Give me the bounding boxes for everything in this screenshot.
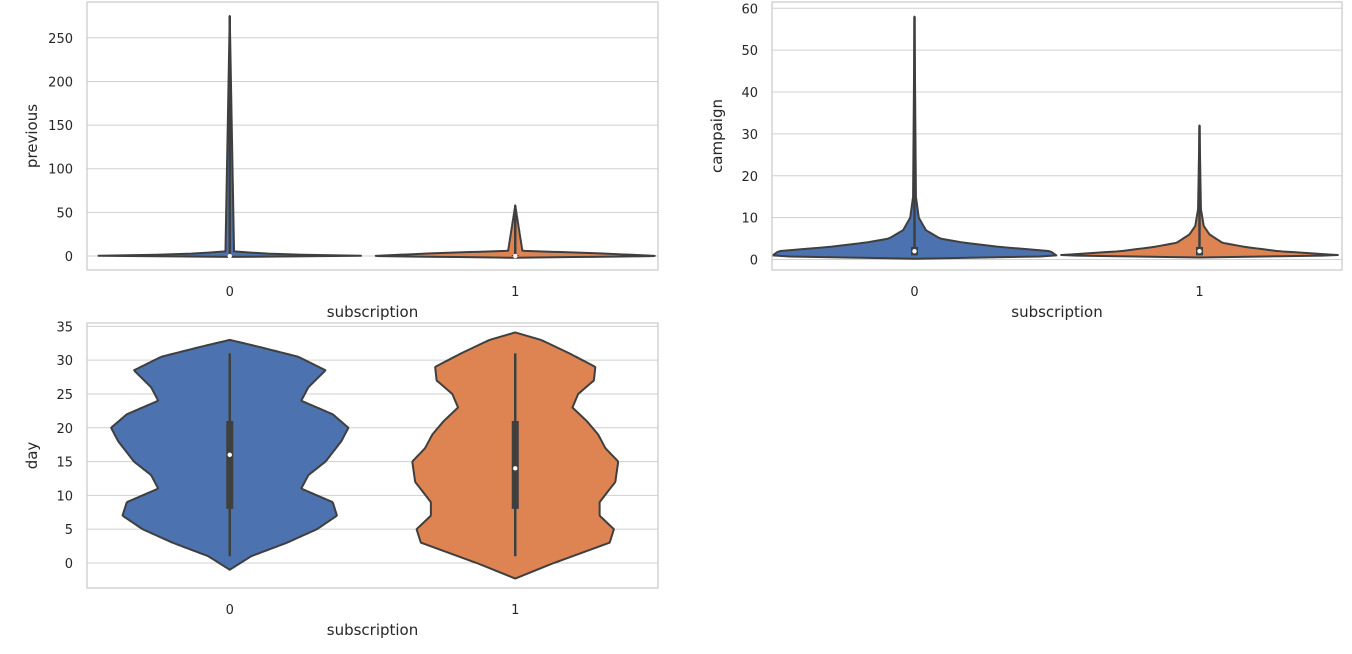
- y-tick-label: 30: [56, 354, 73, 369]
- y-tick-label: 150: [48, 119, 73, 134]
- axes-frame: [86, 1, 659, 271]
- y-axis-label: day: [23, 442, 41, 470]
- y-tick-label: 0: [65, 250, 73, 265]
- y-tick-label: 15: [56, 456, 73, 471]
- violin-median-1: [1197, 248, 1202, 254]
- y-tick-label: 0: [65, 557, 73, 572]
- violin-panel-day: 0 5 10 15 20 25 30 35 0 1 subscription day: [23, 320, 659, 639]
- y-tick-label: 30: [741, 128, 758, 143]
- y-tick-label: 0: [750, 254, 758, 269]
- y-tick-label: 100: [48, 163, 73, 178]
- x-tick-label: 0: [226, 285, 234, 300]
- y-tick-label: 35: [56, 320, 73, 335]
- axes-frame: [86, 322, 659, 589]
- y-tick-label: 50: [741, 44, 758, 59]
- y-tick-label: 5: [65, 523, 73, 538]
- y-tick-label: 40: [741, 86, 758, 101]
- x-tick-label: 0: [910, 285, 918, 300]
- violin-median-0: [227, 253, 232, 259]
- y-tick-label: 50: [56, 206, 73, 221]
- x-axis-label: subscription: [1011, 303, 1103, 321]
- y-axis-label: previous: [23, 104, 41, 168]
- y-tick-label: 20: [741, 170, 758, 185]
- y-axis-label: campaign: [708, 99, 726, 173]
- x-tick-label: 1: [511, 603, 519, 618]
- y-tick-label: 200: [48, 75, 73, 90]
- violin-median-0: [912, 248, 917, 254]
- x-axis-label: subscription: [327, 303, 419, 321]
- y-tick-label: 60: [741, 2, 758, 17]
- x-tick-label: 1: [511, 285, 519, 300]
- violin-median-1: [513, 466, 518, 471]
- violin-panel-campaign: 0 10 20 30 40 50 60 0 1 subscription campaign: [708, 1, 1343, 321]
- violin-panel-previous: 0 50 100 150 200 250 0 1 subscription previous: [23, 1, 659, 321]
- violin-median-0: [227, 452, 232, 458]
- x-axis-label: subscription: [327, 621, 419, 639]
- x-tick-label: 0: [226, 603, 234, 618]
- axes-frame: [771, 1, 1343, 271]
- violin-median-1: [513, 253, 518, 259]
- y-tick-label: 250: [48, 32, 73, 47]
- x-tick-label: 1: [1195, 285, 1203, 300]
- y-tick-label: 25: [56, 388, 73, 403]
- y-tick-label: 20: [56, 422, 73, 437]
- y-tick-label: 10: [741, 212, 758, 227]
- y-tick-label: 10: [56, 489, 73, 504]
